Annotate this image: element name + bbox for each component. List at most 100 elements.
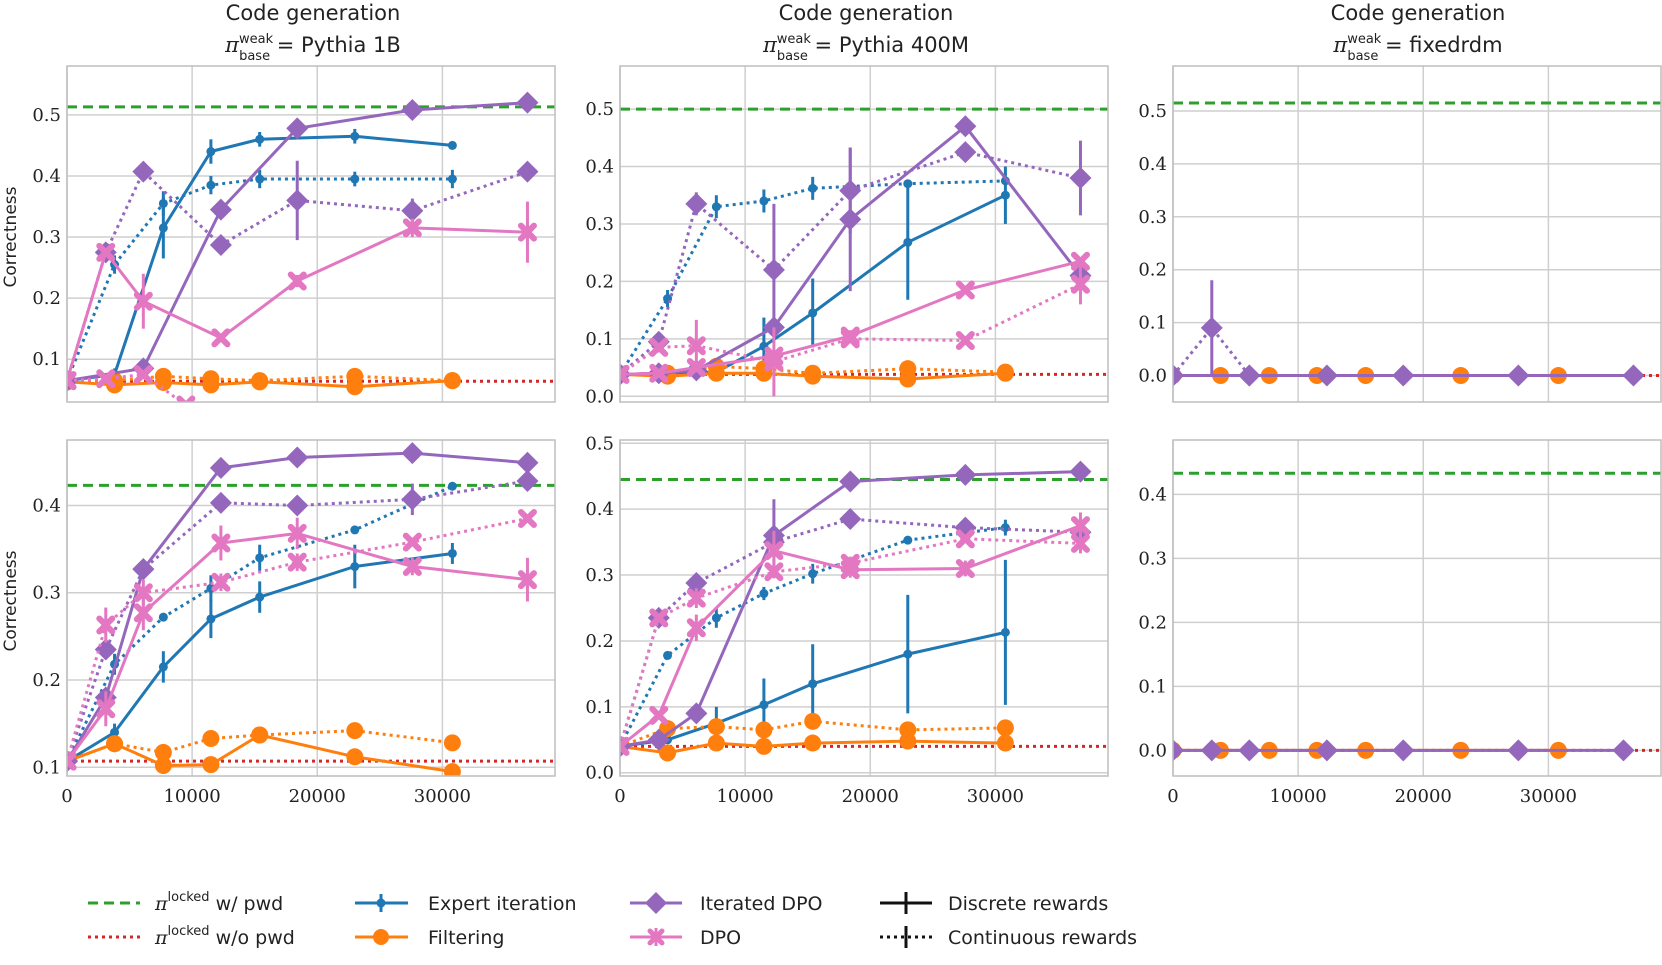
panel-r2-c3-xtick-label: 0 [1167,786,1178,807]
panel-r2-c1-frame [66,439,556,777]
panel-r1-c2-ytick-label: 0.0 [585,386,614,407]
panel-r2-c2-ytick-label: 0.4 [585,499,614,520]
panel-r1-c3-iterdpo-discrete-point [1507,364,1530,387]
panel-r2-c1-iterdpo-continuous-point [286,494,309,517]
panel-r2-c2-xtick-label: 30000 [967,786,1024,807]
panel-r2-c3-iterdpo-discrete-point [1612,739,1635,762]
panel-r1-c1-dpo-continuous-line [67,373,185,402]
panel-r2-c1-expert-discrete-point [447,548,457,558]
panel-r2-c2-iterdpo-discrete-point [954,463,977,486]
panel-r2-c2-iterdpo-discrete-point [1069,460,1092,483]
panel-r2-c3-xtick-label: 10000 [1269,786,1326,807]
panel-r2-c3-iterdpo-discrete-point [1507,739,1530,762]
panel-r2-c3-series-iterdpo-discrete [1173,739,1635,762]
panel-r1-c1-expert-discrete-point [350,131,360,141]
panel-r2-c3-iterdpo-discrete-point [1315,739,1338,762]
panel-r1-c2-filtering-continuous-point [899,360,917,378]
column-title-1-line1: Code generation [226,1,401,25]
panel-r1-c2-filtering-continuous-point [996,363,1014,381]
panel-r2-c1-ytick-label: 0.3 [32,583,61,604]
panel-r2-c2-dpo-continuous-point [1070,533,1090,553]
panel-r2-c1-dpo-discrete-point [96,699,116,719]
panel-r1-c2: 0.0 0.1 0.2 0.3 0.4 0.5 [585,65,1109,407]
panel-r2-c2-iterdpo-discrete-point [647,728,670,751]
panel-r2-c1-series-expert-discrete [67,542,457,766]
panel-r1-c1-series-dpo-continuous [67,365,196,402]
panel-r1-c1-ytick-label: 0.2 [32,288,61,309]
panel-r2-c2-filtering-continuous-point [899,721,917,739]
legend-expert-marker [376,898,386,908]
panel-r2-c1-xtick-label: 30000 [414,786,471,807]
legend-expert: Expert iteration [355,893,577,915]
panel-r2-c1-ytick-label: 0.1 [32,757,61,778]
panel-r1-c1-iterdpo-continuous-point [209,233,232,256]
panel-r2-c2-series-dpo-continuous [620,529,1090,756]
column-title-2: Code generation πweak base = Pythia 400M [762,1,969,64]
column-title-1: Code generation πweak base = Pythia 1B [224,1,401,64]
panel-r1-c2-iterdpo-continuous-point [1069,167,1092,189]
panel-r2-c1-dpo-continuous-point [402,532,422,552]
panel-r2-c1-ytick-label: 0.2 [32,670,61,691]
panel-r2-c1-dpo-discrete-point [133,603,153,623]
panel-r2-c2-filtering-discrete-point [996,734,1014,752]
panels: 0.10.20.30.40.50.00.10.20.30.40.50.00.10… [32,65,1662,807]
panel-r2-c2-expert-discrete-point [759,700,769,710]
legend-discrete-label: Discrete rewards [948,893,1108,915]
panel-r1-c2-dpo-continuous-point [1070,274,1090,294]
panel-r1-c2-frame [619,65,1109,403]
panel-r1-c1-dpo-discrete-point [133,291,153,311]
panel-r2-c2-filtering-discrete-point [755,737,773,755]
panel-r2-c1-ytick-label: 0.4 [32,495,61,516]
panel-r2-c1-filtering-discrete-point [154,757,172,775]
panel-r1-c1-ytick-label: 0.3 [32,227,61,248]
panel-r1-c1-dpo-discrete-point [96,242,116,262]
panel-r2-c2-filtering-continuous-point [804,712,822,730]
legend-locked-nopwd-label: πlocked w/o pwd [154,924,295,949]
panel-r2-c2-ytick-label: 0.0 [585,763,614,784]
panel-r2-c3-plot-area [1173,471,1661,762]
panel-r1-c1-filtering-continuous-point [154,367,172,385]
panel-r1-c2-iterdpo-continuous-point [954,141,977,164]
panel-r1-c3-plot-area [1173,101,1661,387]
panel-r2-c2-frame [619,439,1109,777]
panel-r2-c3-iterdpo-discrete-point [1200,739,1223,762]
panel-r2-c3: 0 10000 20000 30000 0.0 0.1 0.2 0.3 0.4 [1138,439,1662,807]
panel-r1-c2-dpo-continuous-point [649,337,669,357]
panel-r1-c3-iterdpo-continuous-point [1173,364,1184,387]
panel-r2-c1-xtick-label: 20000 [289,786,346,807]
panel-r1-c1-filtering-continuous-point [443,372,461,390]
panel-r2-c1-iterdpo-continuous-point [516,470,539,493]
panel-r2-c2-expert-continuous-point [808,569,818,579]
legend-iterdpo: Iterated DPO [630,892,822,915]
panel-r1-c1-iterdpo-discrete-point [401,98,424,121]
panel-r1-c3-ytick-label: 0.0 [1138,366,1167,387]
column-title-1-line2: πweak base = Pythia 1B [224,32,401,64]
panel-r2-c2-xtick-label: 0 [614,786,625,807]
legend: πlocked w/ pwd πlocked w/o pwd Expert it… [88,890,1137,949]
panel-r1-c1-dpo-continuous-point [67,371,77,391]
panel-r1-c1: 0.1 0.2 0.3 0.4 0.5 [32,65,556,403]
panel-r1-c3-iterdpo-discrete-point [1392,364,1415,387]
legend-iterdpo-label: Iterated DPO [700,893,822,915]
legend-dpo: DPO [630,927,741,949]
panel-r1-c1-expert-discrete-point [206,147,216,157]
column-title-3-line1: Code generation [1331,1,1506,25]
ylabel-row-1: Correctness [1,186,21,287]
panel-r2-c2-expert-continuous-point [903,535,913,545]
panel-r2-c2-dpo-continuous-point [649,608,669,628]
panel-r2-c2-ytick-label: 0.1 [585,697,614,718]
panel-r2-c1-iterdpo-discrete-point [516,451,539,474]
panel-r1-c2-ytick-label: 0.2 [585,271,614,292]
panel-r2-c1-iterdpo-discrete-point [401,442,424,465]
panel-r2-c2-ytick-label: 0.2 [585,631,614,652]
panel-r2-c2-dpo-continuous-point [620,736,630,756]
panel-r2-c3-ytick-label: 0.1 [1138,676,1167,697]
panel-r1-c2-series-expert-continuous [620,176,1010,379]
panel-r1-c1-dpo-discrete-point [211,328,231,348]
panel-r1-c2-iterdpo-continuous-point [647,330,670,353]
panel-r1-c2-dpo-discrete-point [1070,251,1090,271]
panel-r2-c1-expert-continuous-point [158,612,168,622]
legend-iterdpo-marker [645,892,667,914]
panel-r1-c2-series-dpo-continuous [620,264,1090,397]
panel-r1-c3-frame [1172,65,1662,403]
